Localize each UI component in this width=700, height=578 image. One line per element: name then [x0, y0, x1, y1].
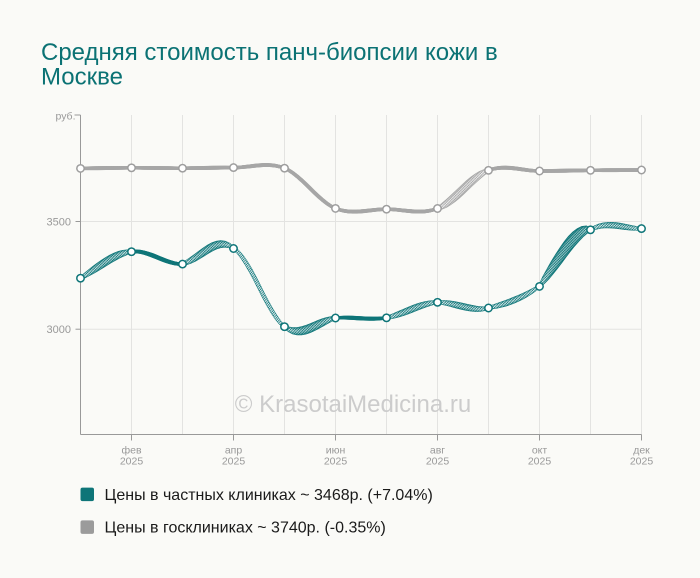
svg-text:Цены в госклиниках ~ 3740р. (-: Цены в госклиниках ~ 3740р. (-0.35%) [105, 520, 386, 537]
svg-text:3000: 3000 [47, 324, 71, 336]
svg-text:окт: окт [532, 445, 548, 457]
svg-text:© KrasotaiMedicina.ru: © KrasotaiMedicina.ru [235, 391, 471, 418]
svg-text:Москве: Москве [41, 64, 123, 91]
svg-text:фев: фев [121, 445, 141, 457]
svg-text:2025: 2025 [426, 456, 450, 468]
svg-text:дек: дек [633, 445, 650, 457]
svg-text:3500: 3500 [47, 217, 71, 229]
svg-text:2025: 2025 [222, 456, 246, 468]
svg-text:апр: апр [225, 445, 243, 457]
svg-text:2025: 2025 [120, 456, 144, 468]
svg-text:2025: 2025 [630, 456, 654, 468]
svg-text:2025: 2025 [324, 456, 348, 468]
svg-text:2025: 2025 [528, 456, 552, 468]
svg-text:руб.: руб. [55, 111, 75, 123]
svg-text:Средняя стоимость панч-биопсии: Средняя стоимость панч-биопсии кожи в [41, 39, 498, 66]
svg-text:июн: июн [326, 445, 346, 457]
svg-text:Цены в частных клиниках ~ 3468: Цены в частных клиниках ~ 3468р. (+7.04%… [105, 487, 433, 504]
svg-text:авг: авг [430, 445, 445, 457]
